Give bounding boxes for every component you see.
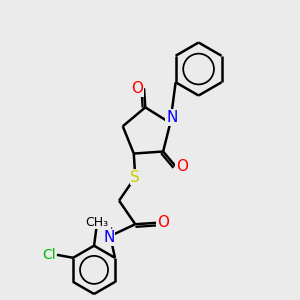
Text: CH₃: CH₃ xyxy=(85,216,108,229)
Text: O: O xyxy=(157,215,169,230)
Text: S: S xyxy=(130,169,140,184)
Text: O: O xyxy=(176,159,188,174)
Text: Cl: Cl xyxy=(42,248,56,262)
Text: N: N xyxy=(103,230,115,245)
Text: H: H xyxy=(104,226,113,239)
Text: N: N xyxy=(166,110,177,125)
Text: O: O xyxy=(131,81,143,96)
